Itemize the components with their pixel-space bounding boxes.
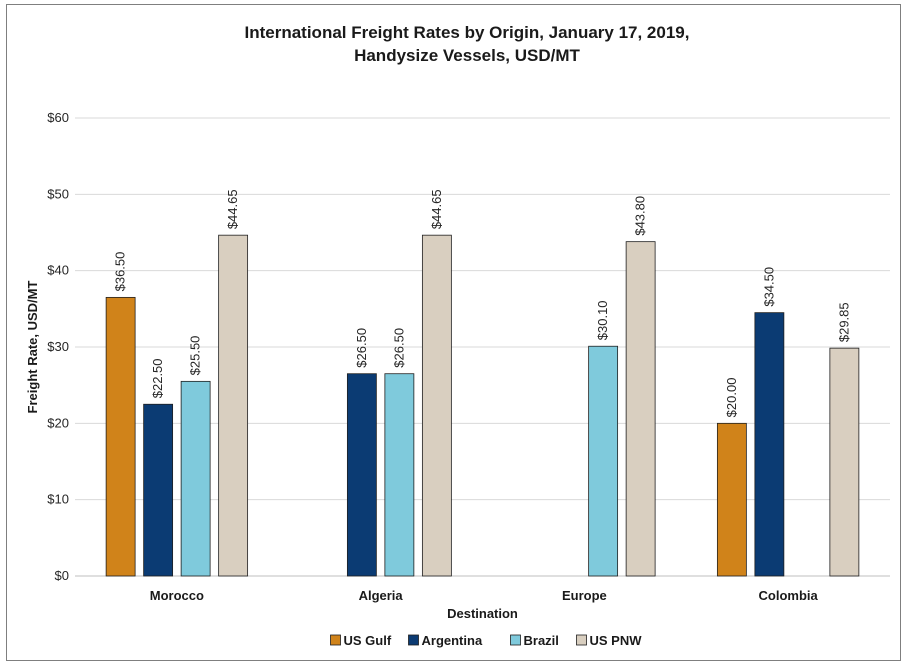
bar-us-pnw-europe: [625, 241, 656, 577]
data-labels: $36.50 $22.50 $25.50 $44.65 $26.50 $26.50 $44.…: [113, 189, 852, 417]
bar-us-pnw-algeria: [421, 234, 452, 577]
chart-frame: International Freight Rates by Origin, J…: [6, 4, 901, 661]
data-label: $20.00: [724, 378, 739, 418]
y-tick-label: $30: [47, 339, 69, 354]
bar-us-gulf-morocco: [105, 296, 136, 577]
gridlines: [75, 117, 890, 577]
x-category-label: Algeria: [359, 588, 404, 603]
x-category-label: Europe: [562, 588, 607, 603]
bar-us-gulf-colombia: [716, 422, 747, 577]
data-label: $44.65: [225, 189, 240, 229]
data-label: $44.65: [429, 189, 444, 229]
bar-argentina-algeria: [346, 373, 377, 577]
chart-title: International Freight Rates by Origin, J…: [245, 23, 690, 65]
y-tick-label: $40: [47, 263, 69, 278]
y-tick-label: $50: [47, 186, 69, 201]
y-axis-title: Freight Rate, USD/MT: [25, 280, 40, 413]
legend-swatch-us-gulf: [330, 634, 341, 646]
legend-swatch-us-pnw: [576, 634, 587, 646]
data-label: $30.10: [595, 300, 610, 340]
legend: US Gulf Argentina Brazil US PNW: [330, 633, 643, 648]
data-label: $36.50: [113, 252, 128, 292]
legend-label: US PNW: [590, 633, 643, 648]
legend-swatch-brazil: [510, 634, 521, 646]
y-tick-label: $20: [47, 415, 69, 430]
legend-label: Brazil: [524, 633, 559, 648]
legend-label: US Gulf: [344, 633, 392, 648]
bars: [105, 234, 860, 577]
data-label: $29.85: [836, 302, 851, 342]
chart-title-line: Handysize Vessels, USD/MT: [354, 46, 580, 65]
legend-label: Argentina: [422, 633, 483, 648]
x-axis-categories: Morocco Algeria Europe Colombia: [150, 588, 819, 603]
bar-brazil-algeria: [384, 373, 415, 577]
y-tick-label: $10: [47, 492, 69, 507]
y-axis-ticks: $0 $10 $20 $30 $40 $50 $60: [47, 110, 69, 583]
data-label: $26.50: [391, 328, 406, 368]
legend-swatch-argentina: [408, 634, 419, 646]
bar-argentina-morocco: [143, 403, 174, 577]
data-label: $22.50: [150, 358, 165, 398]
bar-chart: International Freight Rates by Origin, J…: [25, 23, 890, 648]
bar-brazil-europe: [588, 345, 619, 577]
y-tick-label: $60: [47, 110, 69, 125]
data-label: $25.50: [188, 336, 203, 376]
data-label: $43.80: [633, 196, 648, 236]
bar-us-pnw-morocco: [218, 234, 249, 577]
x-category-label: Morocco: [150, 588, 204, 603]
x-category-label: Colombia: [759, 588, 819, 603]
y-tick-label: $0: [55, 568, 69, 583]
bar-argentina-colombia: [754, 312, 785, 577]
bar-us-pnw-colombia: [829, 347, 860, 577]
bar-brazil-morocco: [180, 380, 211, 577]
x-axis-title: Destination: [447, 606, 518, 621]
data-label: $26.50: [354, 328, 369, 368]
chart-title-line: International Freight Rates by Origin, J…: [245, 23, 690, 42]
data-label: $34.50: [761, 267, 776, 307]
